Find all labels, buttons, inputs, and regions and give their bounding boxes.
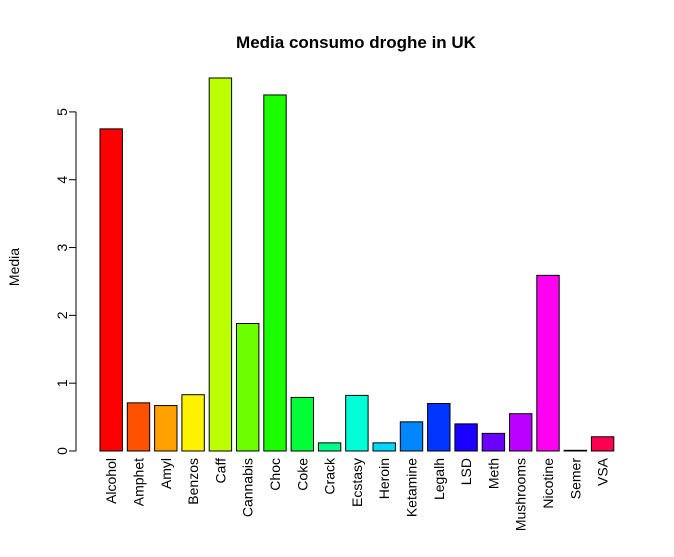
bar-mushrooms bbox=[509, 413, 533, 452]
x-tick-label: Ecstasy bbox=[349, 458, 365, 507]
bar-vsa bbox=[590, 436, 615, 452]
x-tick-labels: Alcohol Amphet Amyl Benzos Caff Cannabis Choc C… bbox=[103, 457, 610, 531]
y-tick-label: 2 bbox=[54, 311, 70, 319]
x-tick-label: Benzos bbox=[185, 458, 201, 505]
bar-ketamine bbox=[399, 421, 424, 452]
y-tick-label: 3 bbox=[54, 243, 70, 251]
x-tick-label: Ketamine bbox=[404, 458, 420, 517]
bar-heroin bbox=[372, 442, 396, 452]
bar-ecstasy bbox=[345, 394, 369, 452]
y-tick-label: 0 bbox=[54, 447, 70, 455]
x-tick-label: Amyl bbox=[158, 458, 174, 489]
bar-amyl bbox=[154, 405, 178, 452]
bar-amphet bbox=[126, 402, 151, 452]
x-tick-label: LSD bbox=[458, 458, 474, 485]
x-tick-label: Mushrooms bbox=[513, 458, 529, 531]
bar-choc bbox=[263, 94, 287, 452]
chart-title: Media consumo droghe in UK bbox=[236, 33, 477, 52]
y-tick-label: 4 bbox=[54, 176, 70, 184]
x-tick-label: Coke bbox=[294, 458, 310, 491]
x-tick-label: Nicotine bbox=[540, 458, 556, 509]
y-tick-label: 1 bbox=[54, 379, 70, 387]
x-tick-label: Legalh bbox=[431, 458, 447, 500]
x-tick-label: Caff bbox=[212, 458, 228, 484]
x-tick-label: Amphet bbox=[131, 458, 147, 506]
bar-caff bbox=[208, 77, 233, 452]
bar-cannabis bbox=[236, 323, 260, 452]
x-tick-label: Cannabis bbox=[240, 458, 256, 517]
x-tick-label: Heroin bbox=[376, 458, 392, 499]
bar-coke bbox=[290, 396, 315, 452]
bar-lsd bbox=[454, 423, 478, 452]
y-axis-label: Media bbox=[6, 248, 22, 286]
x-tick-label: Meth bbox=[485, 458, 501, 489]
bar-semer bbox=[563, 449, 587, 452]
bar-crack bbox=[317, 442, 342, 452]
x-tick-label: VSA bbox=[595, 457, 611, 486]
bar-nicotine bbox=[536, 274, 560, 452]
x-tick-label: Crack bbox=[322, 457, 338, 495]
x-tick-label: Semer bbox=[567, 458, 583, 500]
x-tick-label: Choc bbox=[267, 458, 283, 491]
bars-group bbox=[99, 77, 615, 452]
x-tick-label: Alcohol bbox=[103, 458, 119, 504]
bar-alcohol bbox=[99, 128, 123, 452]
bar-meth bbox=[481, 432, 506, 452]
bar-benzos bbox=[181, 394, 205, 452]
y-tick-label: 5 bbox=[54, 108, 70, 116]
y-axis: 0 1 2 3 4 5 bbox=[54, 108, 77, 455]
bar-legalh bbox=[427, 403, 451, 452]
